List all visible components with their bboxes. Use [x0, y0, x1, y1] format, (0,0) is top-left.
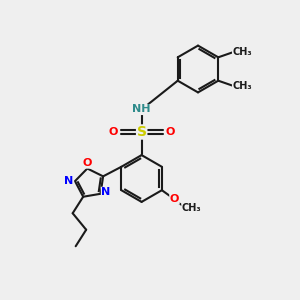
Text: N: N: [101, 187, 111, 197]
Text: S: S: [136, 125, 147, 139]
Text: CH₃: CH₃: [232, 81, 252, 91]
Text: O: O: [82, 158, 92, 168]
Text: CH₃: CH₃: [232, 47, 252, 57]
Text: O: O: [170, 194, 179, 204]
Text: O: O: [109, 127, 118, 137]
Text: CH₃: CH₃: [182, 203, 201, 213]
Text: NH: NH: [132, 104, 151, 115]
Text: N: N: [64, 176, 74, 186]
Text: O: O: [165, 127, 175, 137]
